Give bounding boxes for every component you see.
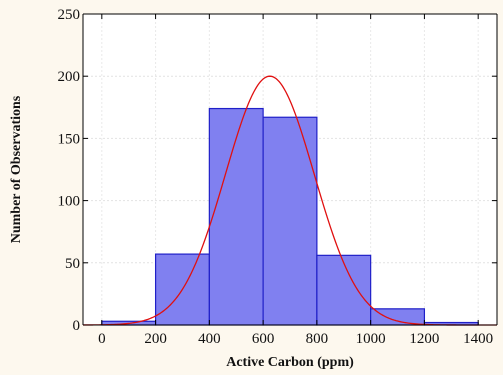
axes: [82, 13, 498, 326]
histogram-bar: [208, 107, 264, 326]
histogram-bar: [316, 254, 372, 326]
y-tick-label: 150: [58, 131, 81, 147]
x-tick-label: 800: [306, 331, 329, 347]
y-tick-label: 200: [58, 69, 81, 85]
y-tick-labels: 0 50 100 150 200 250: [58, 7, 81, 334]
histogram-bar: [262, 116, 318, 326]
histogram-bar: [370, 308, 426, 326]
y-tick-label: 100: [58, 194, 81, 210]
y-axis-title: Number of Observations: [9, 95, 24, 243]
y-tick-label: 0: [73, 318, 81, 334]
x-tick-label: 400: [198, 331, 221, 347]
x-tick-labels: 0 200 400 600 800 1000 1200 1400: [98, 331, 493, 347]
x-tick-label: 0: [98, 331, 106, 347]
y-tick-label: 250: [58, 7, 81, 23]
x-tick-label: 1200: [409, 331, 439, 347]
x-tick-label: 1000: [356, 331, 386, 347]
x-tick-label: 200: [144, 331, 167, 347]
x-tick-label: 600: [252, 331, 275, 347]
x-axis-title: Active Carbon (ppm): [226, 355, 354, 370]
y-tick-label: 50: [65, 256, 80, 272]
x-tick-label: 1400: [463, 331, 493, 347]
